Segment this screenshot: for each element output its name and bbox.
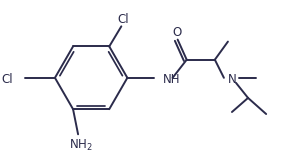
- Text: O: O: [172, 26, 181, 38]
- Text: Cl: Cl: [118, 13, 129, 26]
- Text: Cl: Cl: [1, 73, 13, 86]
- Text: NH$_2$: NH$_2$: [69, 138, 93, 153]
- Text: N: N: [228, 73, 236, 86]
- Text: NH: NH: [163, 73, 180, 86]
